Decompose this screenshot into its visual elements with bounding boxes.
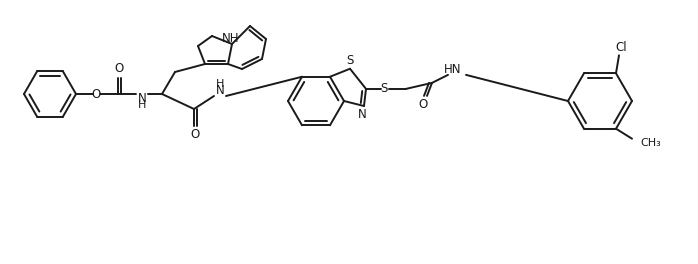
Text: Cl: Cl <box>615 41 627 54</box>
Text: H: H <box>216 79 224 89</box>
Text: N: N <box>357 107 366 120</box>
Text: HN: HN <box>444 63 462 76</box>
Text: NH: NH <box>222 31 239 45</box>
Text: S: S <box>380 82 387 95</box>
Text: O: O <box>114 62 124 74</box>
Text: O: O <box>91 87 101 101</box>
Text: O: O <box>191 129 200 142</box>
Text: N: N <box>216 84 224 97</box>
Text: CH₃: CH₃ <box>640 138 661 148</box>
Text: N: N <box>138 92 147 105</box>
Text: O: O <box>418 98 428 111</box>
Text: H: H <box>138 100 146 110</box>
Text: S: S <box>346 54 354 67</box>
